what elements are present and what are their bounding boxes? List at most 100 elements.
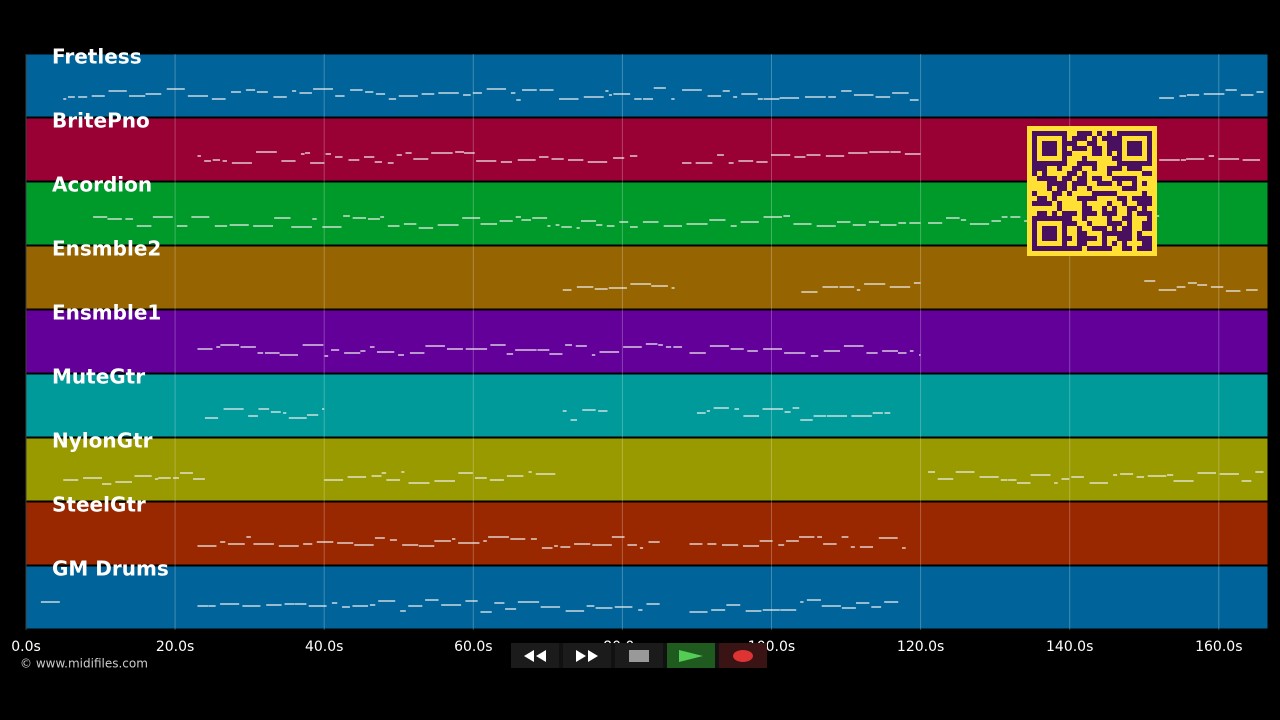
qr-cell [1127,236,1132,241]
qr-cell [1107,141,1112,146]
qr-cell [1102,136,1107,141]
qr-cell [1042,201,1047,206]
qr-cell [1042,141,1047,146]
qr-code [1027,126,1157,256]
qr-cell [1117,136,1122,141]
qr-cell [1132,151,1137,156]
qr-cell [1057,161,1062,166]
track-label: SteelGtr [52,493,146,517]
qr-cell [1077,136,1082,141]
tick-label: 160.0s [1195,639,1242,655]
qr-cell [1032,136,1037,141]
qr-cell [1132,131,1137,136]
qr-cell [1047,141,1052,146]
qr-cell [1112,176,1117,181]
qr-cell [1037,246,1042,251]
qr-cell [1042,166,1047,171]
qr-cell [1082,181,1087,186]
play-button[interactable] [667,643,715,668]
qr-cell [1112,221,1117,226]
qr-cell [1092,236,1097,241]
qr-cell [1067,176,1072,181]
qr-cell [1102,246,1107,251]
track-label: Ensmble2 [52,237,161,261]
qr-cell [1072,246,1077,251]
qr-cell [1062,136,1067,141]
forward-button[interactable] [563,643,611,668]
qr-cell [1127,206,1132,211]
qr-cell [1117,196,1122,201]
qr-cell [1062,216,1067,221]
qr-cell [1107,246,1112,251]
qr-cell [1067,191,1072,196]
qr-cell [1042,176,1047,181]
qr-cell [1132,196,1137,201]
qr-cell [1117,176,1122,181]
qr-cell [1107,216,1112,221]
qr-cell [1107,166,1112,171]
qr-cell [1107,191,1112,196]
track-band [25,501,1269,566]
qr-cell [1127,231,1132,236]
qr-cell [1082,241,1087,246]
qr-cell [1147,161,1152,166]
qr-cell [1122,186,1127,191]
qr-cell [1082,131,1087,136]
qr-cell [1042,211,1047,216]
qr-cell [1032,156,1037,161]
qr-cell [1122,246,1127,251]
qr-cell [1107,171,1112,176]
qr-cell [1057,181,1062,186]
qr-cell [1117,181,1122,186]
qr-cell [1132,166,1137,171]
qr-cell [1032,216,1037,221]
qr-cell [1042,246,1047,251]
qr-cell [1032,221,1037,226]
track-band [25,373,1269,438]
qr-cell [1077,236,1082,241]
qr-cell [1092,161,1097,166]
qr-cell [1137,231,1142,236]
qr-cell [1137,131,1142,136]
rewind-button[interactable] [511,643,559,668]
qr-cell [1127,166,1132,171]
qr-cell [1092,141,1097,146]
qr-cell [1062,141,1067,146]
qr-cell [1072,211,1077,216]
qr-cell [1032,161,1037,166]
qr-cell [1107,201,1112,206]
qr-cell [1057,131,1062,136]
qr-cell [1057,186,1062,191]
qr-cell [1147,201,1152,206]
qr-cell [1047,236,1052,241]
qr-cell [1062,231,1067,236]
qr-cell [1112,241,1117,246]
qr-cell [1147,136,1152,141]
record-button[interactable] [719,643,767,668]
qr-cell [1082,206,1087,211]
qr-cell [1047,246,1052,251]
stop-button[interactable] [615,643,663,668]
qr-cell [1127,186,1132,191]
qr-cell [1147,211,1152,216]
qr-cell [1042,226,1047,231]
tick-label: 40.0s [305,639,343,655]
qr-cell [1137,211,1142,216]
qr-cell [1127,216,1132,221]
qr-cell [1102,191,1107,196]
qr-cell [1062,146,1067,151]
qr-cell [1057,191,1062,196]
qr-cell [1032,146,1037,151]
qr-cell [1142,226,1147,231]
qr-cell [1062,241,1067,246]
qr-cell [1137,151,1142,156]
track-band [25,437,1269,502]
qr-cell [1082,201,1087,206]
qr-cell [1082,196,1087,201]
qr-cell [1102,241,1107,246]
qr-cell [1127,176,1132,181]
qr-cell [1147,171,1152,176]
qr-cell [1127,221,1132,226]
qr-cell [1132,141,1137,146]
